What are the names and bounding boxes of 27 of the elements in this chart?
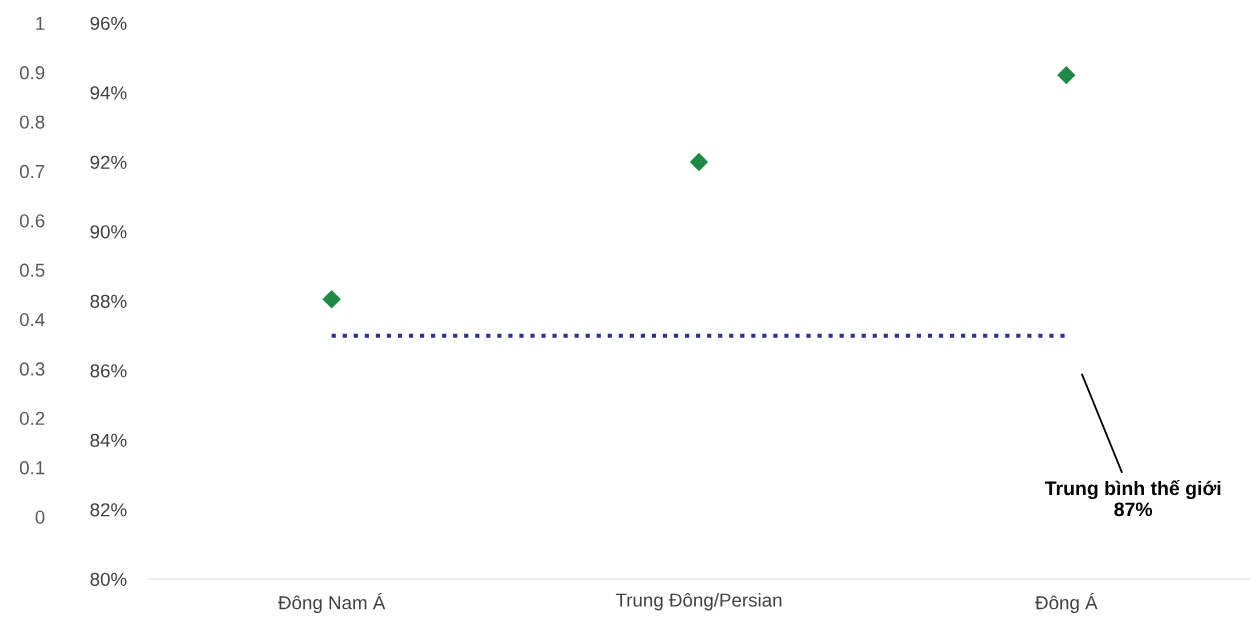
y-tick-label: 94% bbox=[90, 86, 127, 100]
point bbox=[1057, 66, 1076, 85]
annotation: Trung bình thế giới 87% bbox=[1044, 480, 1221, 517]
y2-tick-label: 0.4 bbox=[19, 312, 45, 327]
y-tick-label: 86% bbox=[90, 364, 127, 378]
y-tick-label: 92% bbox=[90, 155, 127, 169]
y-tick-label: 82% bbox=[90, 503, 127, 517]
y2-tick-label: 0.3 bbox=[19, 362, 45, 376]
y-tick-label: 90% bbox=[90, 225, 127, 239]
y2-tick-label: 0.1 bbox=[19, 461, 45, 475]
y-tick-label: 84% bbox=[90, 433, 127, 447]
y2-tick-label: 1 bbox=[36, 16, 45, 30]
x-tick-label: Đông Á bbox=[1035, 592, 1098, 614]
y-tick-label: 96% bbox=[90, 16, 127, 30]
y2-tick-label: 0.6 bbox=[19, 214, 45, 228]
y2-tick-label: 0.9 bbox=[19, 66, 45, 80]
y2-tick-label: 0 bbox=[35, 510, 45, 524]
point bbox=[322, 290, 341, 309]
x-tick-label: Trung Đông/Persian bbox=[615, 592, 782, 611]
y-tick-label: 80% bbox=[90, 572, 127, 586]
y2-tick-label: 0.2 bbox=[19, 411, 45, 426]
x-tick-label: Đông Nam Á bbox=[278, 592, 386, 614]
y-tick-label: 88% bbox=[90, 294, 127, 308]
y2-tick-label: 0.8 bbox=[19, 115, 45, 129]
y2-tick-label: 0.7 bbox=[19, 164, 45, 179]
point bbox=[690, 153, 708, 171]
y2-tick-label: 0.5 bbox=[19, 263, 45, 277]
